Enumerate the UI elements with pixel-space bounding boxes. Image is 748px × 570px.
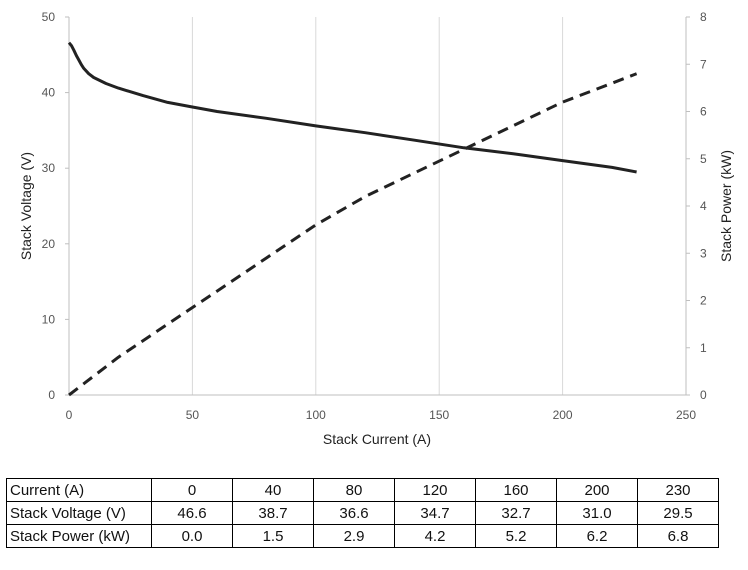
table-cell: 38.7 (232, 501, 314, 525)
y-right-tick-label: 2 (700, 294, 707, 308)
table-cell: 6.2 (556, 524, 638, 548)
x-tick-label: 0 (66, 408, 73, 422)
table-cell: 120 (394, 478, 476, 502)
x-tick-label: 50 (186, 408, 200, 422)
table-row: Current (A) 0 40 80 120 160 200 230 (6, 478, 719, 502)
y-right-axis-title: Stack Power (kW) (718, 150, 734, 262)
table-row: Stack Power (kW) 0.0 1.5 2.9 4.2 5.2 6.2 6.8 (6, 524, 719, 548)
table-cell: 1.5 (232, 524, 314, 548)
table-cell: 200 (556, 478, 638, 502)
axes (65, 16, 690, 396)
table-cell: 32.7 (475, 501, 557, 525)
x-tick-label: 200 (553, 408, 573, 422)
table-row-label: Stack Voltage (V) (6, 501, 152, 525)
y-right-tick-label: 1 (700, 341, 707, 355)
x-axis-title: Stack Current (A) (323, 431, 431, 447)
y-left-axis-title: Stack Voltage (V) (18, 152, 34, 260)
table-cell: 4.2 (394, 524, 476, 548)
y-right-tick-label: 6 (700, 105, 707, 119)
y-right-tick-label: 0 (700, 388, 707, 402)
data-table: Current (A) 0 40 80 120 160 200 230 Stack Voltag… (6, 478, 719, 548)
table-cell: 40 (232, 478, 314, 502)
x-tick-label: 150 (429, 408, 449, 422)
table-cell: 46.6 (151, 501, 233, 525)
table-row: Stack Voltage (V) 46.6 38.7 36.6 34.7 32.7 31.… (6, 501, 719, 525)
table-cell: 34.7 (394, 501, 476, 525)
y-right-tick-label: 8 (700, 10, 707, 24)
y-right-tick-label: 7 (700, 57, 707, 71)
x-tick-label: 100 (306, 408, 326, 422)
series-lines (67, 41, 638, 397)
y-left-tick-label: 40 (42, 86, 56, 100)
y-left-tick-label: 50 (42, 10, 56, 24)
y-left-tick-label: 20 (42, 237, 56, 251)
y-right-tick-label: 3 (700, 246, 707, 260)
y-left-tick-label: 10 (42, 312, 56, 326)
grid-lines (191, 17, 564, 395)
table-cell: 230 (637, 478, 719, 502)
table-row-label: Stack Power (kW) (6, 524, 152, 548)
y-right-tick-label: 5 (700, 152, 707, 166)
table-cell: 80 (313, 478, 395, 502)
table-cell: 31.0 (556, 501, 638, 525)
x-tick-label: 250 (676, 408, 696, 422)
y-right-tick-label: 4 (700, 199, 707, 213)
table-cell: 5.2 (475, 524, 557, 548)
tick-labels: 0 50 100 150 200 250 0 10 20 30 40 50 0 1 2 3 4 5 6 7 8 (42, 10, 707, 422)
voltage-series-line (67, 41, 637, 174)
table-cell: 6.8 (637, 524, 719, 548)
y-left-tick-label: 30 (42, 161, 56, 175)
power-series-line (68, 72, 638, 397)
table-cell: 0 (151, 478, 233, 502)
chart-svg: 0 50 100 150 200 250 0 10 20 30 40 50 0 1 2 3 4 5 6 7 8 Stac… (18, 10, 734, 447)
table-cell: 160 (475, 478, 557, 502)
table-cell: 0.0 (151, 524, 233, 548)
table-cell: 29.5 (637, 501, 719, 525)
y-left-tick-label: 0 (48, 388, 55, 402)
table-cell: 2.9 (313, 524, 395, 548)
table-cell: 36.6 (313, 501, 395, 525)
table-row-label: Current (A) (6, 478, 152, 502)
